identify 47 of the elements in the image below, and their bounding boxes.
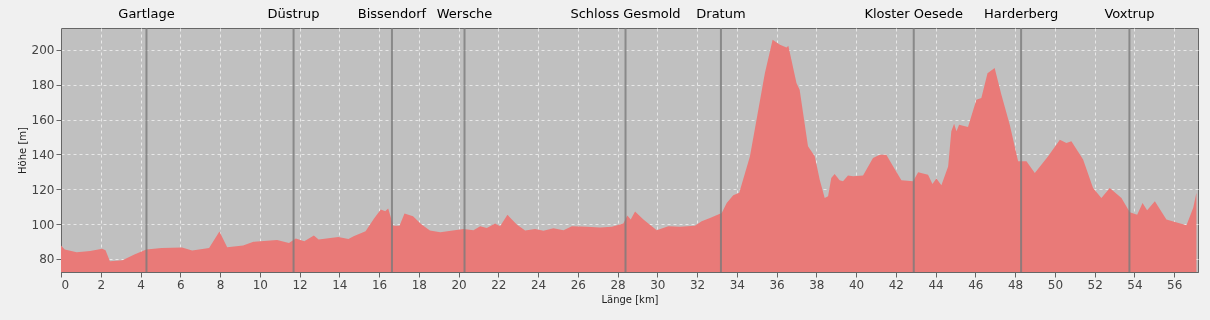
- y-axis-title: Höhe [m]: [16, 126, 28, 174]
- x-tick-label: 30: [650, 277, 666, 292]
- x-tick-label: 22: [491, 277, 507, 292]
- y-tick-label: 120: [31, 182, 55, 197]
- y-tick-label: 100: [31, 217, 55, 232]
- x-tick-label: 50: [1047, 277, 1064, 292]
- x-tick-label: 40: [848, 277, 865, 292]
- x-tick-label: 34: [729, 277, 745, 292]
- ref-line-label: Wersche: [436, 6, 493, 21]
- ref-line-label: Kloster Oesede: [864, 6, 964, 21]
- x-tick-label: 42: [888, 277, 904, 292]
- x-tick-label: 26: [570, 277, 586, 292]
- x-tick-label: 56: [1167, 277, 1183, 292]
- x-tick-label: 36: [769, 277, 785, 292]
- x-tick-label: 8: [216, 277, 225, 292]
- x-tick-label: 20: [451, 277, 467, 292]
- x-tick-label: 24: [530, 277, 547, 292]
- x-tick-label: 16: [371, 277, 388, 292]
- ref-line-label: Bissendorf: [357, 6, 427, 21]
- x-tick-label: 38: [809, 277, 825, 292]
- x-tick-label: 44: [928, 277, 944, 292]
- y-tick-label: 160: [31, 113, 55, 127]
- x-tick-label: 14: [332, 277, 348, 292]
- x-tick-label: 12: [292, 277, 308, 292]
- x-tick-label: 4: [137, 277, 145, 292]
- x-axis-title: Länge [km]: [601, 293, 659, 305]
- x-tick-label: 28: [610, 277, 626, 292]
- y-tick-label: 180: [31, 78, 55, 93]
- ref-line-label: Düstrup: [267, 6, 320, 21]
- ref-line-label: Gartlage: [118, 6, 175, 21]
- x-tick-label: 48: [1007, 277, 1024, 292]
- y-tick-label: 80: [39, 252, 55, 267]
- ref-line-label: Harderberg: [984, 6, 1059, 21]
- ref-line-label: Voxtrup: [1104, 6, 1155, 21]
- x-tick-label: 10: [252, 277, 268, 292]
- ref-line-label: Schloss Gesmold: [570, 6, 681, 21]
- x-tick-label: 52: [1087, 277, 1103, 292]
- x-tick-label: 18: [411, 277, 427, 292]
- y-tick-label: 140: [31, 147, 55, 162]
- x-tick-label: 46: [968, 277, 984, 292]
- ref-line-label: Dratum: [696, 6, 746, 21]
- x-tick-label: 2: [97, 277, 106, 292]
- x-tick-label: 0: [61, 277, 70, 292]
- x-tick-label: 54: [1127, 277, 1143, 292]
- x-tick-label: 32: [689, 277, 706, 292]
- x-tick-label: 6: [176, 277, 185, 292]
- y-tick-label: 200: [31, 43, 55, 58]
